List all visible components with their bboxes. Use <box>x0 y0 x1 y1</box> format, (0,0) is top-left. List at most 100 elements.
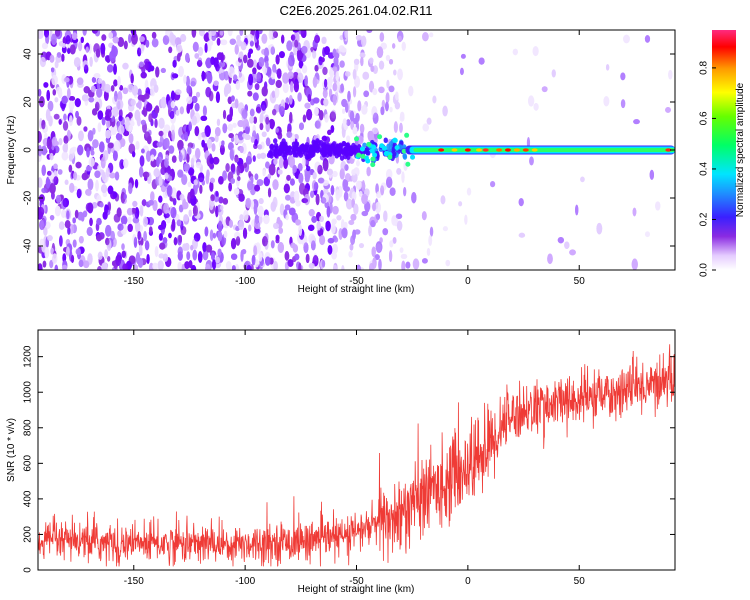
spectrogram-noise-point <box>211 143 216 152</box>
spectrogram-noise-point <box>442 226 449 232</box>
spectrogram-noise-point <box>230 178 236 184</box>
spectrogram-peak <box>513 148 520 152</box>
spectrogram-noise-point <box>112 191 118 199</box>
spectrogram-noise-point <box>322 88 328 99</box>
spectrogram-noise-point <box>298 224 303 237</box>
spectrogram-noise-point <box>186 153 190 163</box>
spectrogram-noise-point <box>227 142 234 151</box>
spectrogram-noise-point <box>232 122 237 128</box>
spectrogram-noise-point <box>49 214 55 221</box>
spectrogram-noise-point <box>333 56 339 67</box>
spectrogram-noise-point <box>185 52 190 63</box>
spectrogram-noise-point <box>394 101 401 110</box>
spectrogram-noise-point <box>240 41 247 51</box>
snr-ytick-label: 400 <box>23 490 34 507</box>
spectrogram-noise-point <box>339 60 345 68</box>
spectrogram-noise-point <box>95 179 99 192</box>
spectrogram-noise-point <box>397 68 403 81</box>
spectrogram-noise-point <box>319 235 326 246</box>
spectrogram-noise-point <box>139 166 144 178</box>
spectrogram-noise-point <box>49 260 54 269</box>
spectrogram-noise-point <box>46 138 53 150</box>
spectrogram-noise-point <box>212 232 217 239</box>
spectrogram-noise-point <box>392 237 397 244</box>
spectrogram-noise-point <box>141 94 146 103</box>
spectrogram-noise-point <box>324 114 329 123</box>
spectrogram-noise-point <box>222 109 227 120</box>
spectrogram-noise-point <box>160 185 167 193</box>
spectrogram-noise-point <box>380 106 385 116</box>
spectrogram-noise-point <box>632 207 637 217</box>
spectrogram-noise-point <box>319 215 324 222</box>
spectrogram-noise-point <box>331 218 337 225</box>
spectrogram-noise-point <box>252 155 256 162</box>
spectrogram-noise-point <box>64 179 69 185</box>
spectrogram-noise-point <box>248 224 252 232</box>
spectrogram-noise-point <box>217 230 223 242</box>
spectrogram-noise-point <box>382 228 389 236</box>
spectrogram-noise-point <box>199 184 203 194</box>
spectrogram-noise-point <box>135 140 140 150</box>
spectrogram-noise-point <box>275 234 280 241</box>
spectrogram-noise-point <box>236 176 241 182</box>
spectrogram-noise-point <box>265 256 271 266</box>
spectrogram-band-point <box>351 142 356 149</box>
spectrogram-noise-point <box>104 249 108 259</box>
spectrogram-noise-point <box>282 72 289 84</box>
spectrogram-noise-point <box>362 104 368 115</box>
spectrogram-noise-point <box>258 252 263 262</box>
spectrogram-noise-point <box>120 215 128 225</box>
spectrogram-noise-point <box>256 72 262 83</box>
spectrogram-noise-point <box>162 253 169 262</box>
spectrogram-noise-point <box>230 148 235 161</box>
spectrogram-noise-point <box>81 94 89 102</box>
spectrogram-noise-point <box>176 53 181 62</box>
spectrogram-noise-point <box>557 236 564 244</box>
spectrogram-noise-point <box>388 85 395 93</box>
spectrogram-noise-point <box>172 59 177 68</box>
spectrogram-noise-point <box>52 253 58 264</box>
spectrogram-noise-point <box>211 252 215 261</box>
spectrogram-noise-point <box>130 73 134 84</box>
spectrogram-noise-point <box>340 47 347 53</box>
spectrogram-noise-point <box>254 139 258 147</box>
spectrogram-noise-point <box>399 122 403 134</box>
spectrogram-noise-point <box>350 119 355 130</box>
spectrogram-noise-point <box>329 111 336 122</box>
spectrogram-noise-point <box>154 105 160 114</box>
spectrogram-noise-point <box>400 253 408 260</box>
spectrogram-noise-point <box>233 188 240 196</box>
spectrogram-noise-point <box>399 247 404 253</box>
spectrogram-noise-point <box>355 34 363 41</box>
spectrogram-noise-point <box>294 39 299 48</box>
spectrogram-noise-point <box>190 157 195 167</box>
spectrogram-noise-point <box>113 63 117 75</box>
spectrogram-noise-point <box>61 95 68 105</box>
spectrogram-noise-point <box>192 205 198 217</box>
spectrogram-noise-point <box>306 108 313 121</box>
spectrogram-noise-point <box>181 263 185 270</box>
spectrogram-noise-point <box>62 143 68 153</box>
spectrogram-noise-point <box>66 210 70 220</box>
spectrogram-noise-point <box>490 181 496 188</box>
spectrogram-noise-point <box>115 254 122 266</box>
spectrogram-noise-point <box>234 44 239 55</box>
spectrogram-noise-point <box>332 82 338 92</box>
spectrogram-peak <box>665 148 672 152</box>
spectrogram-noise-point <box>104 204 109 216</box>
spectrogram-noise-point <box>176 44 183 53</box>
spectrogram-noise-point <box>97 78 103 85</box>
spectrogram-noise-point <box>192 249 198 261</box>
spectrogram-noise-point <box>127 83 134 93</box>
spectrogram-noise-point <box>252 59 257 68</box>
spectrogram-noise-point <box>411 192 417 204</box>
spectrogram-noise-point <box>151 38 159 48</box>
spectrogram-noise-point <box>126 207 133 216</box>
spectrogram-noise-point <box>284 194 292 201</box>
spectrogram-noise-point <box>210 194 215 202</box>
spectrogram-noise-point <box>75 161 82 169</box>
spectrogram-noise-point <box>69 44 76 55</box>
spectrogram-noise-point <box>99 141 105 153</box>
spectrogram-noise-point <box>83 260 90 269</box>
spectrogram-noise-point <box>307 224 315 231</box>
